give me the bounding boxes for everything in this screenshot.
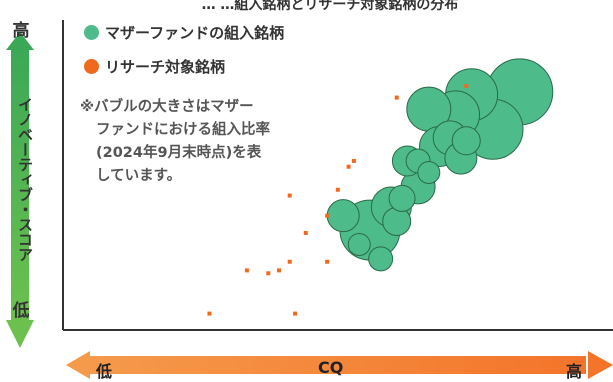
research-dot: [325, 259, 330, 264]
header-partial: … …組入銘柄とリサーチ対象銘柄の分布: [202, 0, 459, 13]
note-line: しています。: [96, 168, 182, 184]
research-dot: [293, 311, 298, 316]
holding-bubble: [417, 160, 441, 184]
research-dot: [335, 187, 340, 192]
legend-dot-icon: [84, 59, 99, 74]
x-axis-arrow: [66, 351, 613, 379]
research-dot: [287, 259, 292, 264]
x-axis-low-label: 低: [96, 362, 113, 381]
note-line: (2024年9月末時点)を表: [96, 145, 262, 161]
holding-bubble: [347, 232, 371, 256]
note-line: ※バブルの大きさはマザー: [80, 99, 254, 115]
legend-label: リサーチ対象銘柄: [105, 58, 226, 76]
research-dot: [464, 84, 469, 89]
y-axis-high-label: 高: [12, 21, 30, 41]
legend-label: マザーファンドの組入銘柄: [105, 24, 285, 42]
legend-bubble-icon: [84, 25, 99, 40]
research-dot: [277, 268, 281, 273]
x-axis-high-label: 高: [566, 362, 583, 381]
x-axis-title: CQ: [318, 358, 344, 377]
holding-bubble: [326, 199, 360, 233]
note-line: ファンドにおける組入比率: [96, 122, 270, 138]
holding-bubble: [382, 206, 412, 236]
legend-item-research: リサーチ対象銘柄: [84, 56, 225, 77]
bubble-size-note: ※バブルの大きさはマザー ファンドにおける組入比率 (2024年9月末時点)を表…: [80, 96, 330, 188]
holding-bubble: [388, 184, 416, 212]
legend-item-holdings: マザーファンドの組入銘柄: [84, 22, 284, 43]
research-dot: [351, 158, 356, 163]
research-dot: [266, 271, 271, 276]
research-dot: [325, 213, 330, 218]
research-dot: [244, 268, 249, 273]
research-dot: [207, 311, 212, 316]
holding-bubble: [368, 246, 394, 272]
y-axis-arrow: [6, 32, 34, 348]
y-axis-title: イノベーティブ・スコア: [16, 96, 34, 262]
y-axis-low-label: 低: [12, 301, 30, 321]
research-dot: [346, 164, 351, 169]
research-dot: [287, 193, 292, 198]
research-dot: [303, 230, 308, 235]
research-dot: [394, 95, 399, 100]
holding-bubble: [451, 126, 481, 156]
